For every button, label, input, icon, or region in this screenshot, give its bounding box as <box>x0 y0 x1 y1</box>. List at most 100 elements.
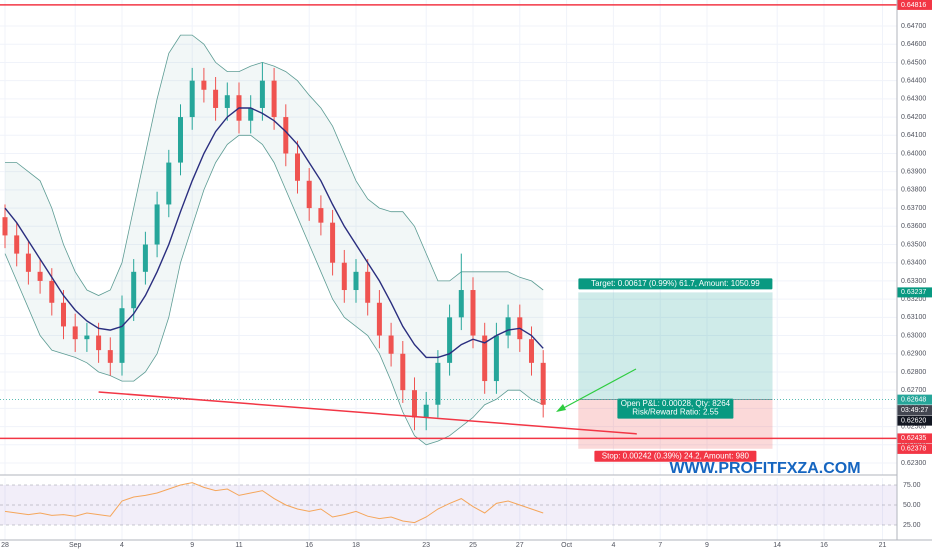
arrow <box>557 368 637 412</box>
x-tick-label: Sep <box>69 542 82 549</box>
trendline <box>98 391 637 435</box>
candle-body <box>72 326 78 340</box>
overlays <box>0 4 897 440</box>
candle-body <box>411 390 417 418</box>
candle-body <box>283 117 289 154</box>
candle-body <box>470 290 476 336</box>
y-tick-label: 0.64700 <box>901 23 926 30</box>
candle-body <box>318 208 324 223</box>
watermark: WWW.PROFITFXZA.COM <box>669 460 860 477</box>
price-badge-label: 03:49:27 <box>901 407 928 414</box>
candle-body <box>341 262 347 291</box>
rsi-tick-label: 25.00 <box>903 522 921 529</box>
y-tick-label: 0.63000 <box>901 332 926 339</box>
candle-body <box>189 80 195 118</box>
candle-body <box>423 404 429 418</box>
price-badge-label: 0.62620 <box>901 417 926 424</box>
candle-body <box>505 317 511 336</box>
x-tick-label: 14 <box>773 542 781 549</box>
x-tick-label: 4 <box>120 542 124 549</box>
x-tick-label: 28 <box>1 542 9 549</box>
y-tick-label: 0.63800 <box>901 187 926 194</box>
x-tick-label: 4 <box>611 542 615 549</box>
candle-body <box>482 335 488 382</box>
price-badge <box>897 394 932 405</box>
price-badge <box>897 287 932 298</box>
rsi-tick-label: 50.00 <box>903 502 921 509</box>
target-zone <box>578 292 773 400</box>
price-badge <box>897 0 932 10</box>
entry-label-box <box>617 398 734 419</box>
candle-body <box>84 335 90 340</box>
candle-body <box>119 308 125 363</box>
candle-body <box>365 271 371 303</box>
candle-body <box>540 362 546 405</box>
band-upper <box>5 34 544 296</box>
x-tick-label: 7 <box>658 542 662 549</box>
price-badge-label: 0.62648 <box>901 396 926 403</box>
y-tick-label: 0.64600 <box>901 41 926 48</box>
candle-body <box>259 80 265 108</box>
y-tick-label: 0.63500 <box>901 241 926 248</box>
candle-body <box>248 107 254 121</box>
rsi-band <box>0 485 897 525</box>
bollinger-bands <box>4 34 544 446</box>
candle-body <box>224 95 230 108</box>
candle-body <box>388 335 394 354</box>
price-badge-label: 0.62378 <box>901 446 926 453</box>
candle-body <box>376 302 382 336</box>
candle-body <box>294 153 300 181</box>
price-badge-label: 0.63237 <box>901 289 926 296</box>
y-tick-label: 0.62300 <box>901 460 926 467</box>
y-tick-label: 0.62500 <box>901 423 926 430</box>
candle-body <box>330 222 336 263</box>
candle-body <box>96 335 102 351</box>
band-fill <box>5 35 544 445</box>
y-tick-label: 0.62900 <box>901 351 926 358</box>
candle-body <box>201 80 207 90</box>
candle-body <box>131 271 137 309</box>
y-tick-label: 0.63700 <box>901 205 926 212</box>
rsi-tick-label: 75.00 <box>903 482 921 489</box>
candle-body <box>49 280 55 303</box>
stop-label-box <box>594 450 757 462</box>
candle-body <box>2 217 8 236</box>
y-tick-label: 0.64000 <box>901 150 926 157</box>
moving-average <box>4 107 544 359</box>
candle-body <box>447 317 453 363</box>
candle-body <box>60 302 66 327</box>
price-badge <box>897 443 932 454</box>
candle-body <box>177 117 183 163</box>
y-tick-label: 0.62800 <box>901 369 926 376</box>
candle-body <box>37 271 43 281</box>
x-tick-label: 25 <box>469 542 477 549</box>
rsi-line <box>4 482 544 524</box>
price-badge-label: 0.64816 <box>901 2 926 9</box>
rsi-pane <box>0 482 897 526</box>
candle-body <box>154 204 160 245</box>
candle-body <box>458 290 464 318</box>
x-tick-label: 11 <box>235 542 242 549</box>
y-tick-label: 0.63300 <box>901 278 926 285</box>
y-tick-label: 0.63200 <box>901 296 926 303</box>
x-tick-label: 23 <box>422 542 430 549</box>
band-lower <box>4 134 544 446</box>
trade-box: Target: 0.00617 (0.99%) 61.7, Amount: 10… <box>578 278 773 462</box>
candle-body <box>25 253 31 272</box>
y-tick-label: 0.62700 <box>901 387 926 394</box>
y-tick-label: 0.64100 <box>901 132 926 139</box>
x-tick-label: Oct <box>561 542 572 549</box>
candle-body <box>353 271 359 291</box>
entry-label: Open P&L: 0.00028, Qty: 8264 <box>621 399 731 408</box>
x-tick-label: 18 <box>352 542 360 549</box>
price-badge <box>897 405 932 416</box>
target-label-box <box>578 278 773 290</box>
ratio-label: Risk/Reward Ratio: 2.55 <box>632 408 719 417</box>
x-tick-label: 27 <box>516 542 524 549</box>
arrow-head <box>556 404 566 412</box>
y-tick-label: 0.63400 <box>901 260 926 267</box>
price-badge <box>897 433 932 444</box>
candle-body <box>400 353 406 391</box>
